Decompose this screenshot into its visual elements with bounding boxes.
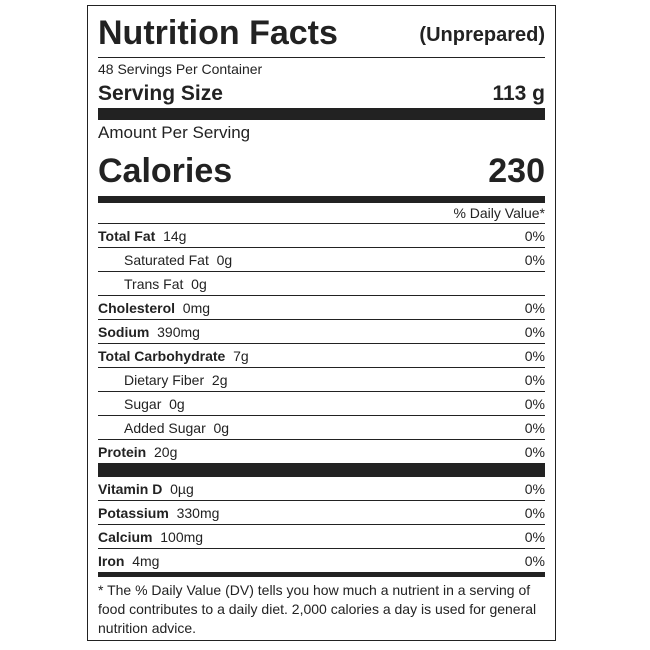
calories-row: Calories 230 xyxy=(98,146,545,196)
nutrient-row: Potassium 330mg 0% xyxy=(98,501,545,525)
subtitle: (Unprepared) xyxy=(419,24,545,46)
amount-label: Amount Per Serving xyxy=(98,123,251,142)
vitamins: Vitamin D 0µg 0% Potassium 330mg 0% Calcium … xyxy=(98,477,545,572)
nutrient-amount: 2g xyxy=(211,371,228,388)
nutrient-amount: 330mg xyxy=(176,504,220,521)
serving-size-row: Serving Size 113 g xyxy=(98,80,545,108)
dv-header-text: % Daily Value* xyxy=(453,205,545,221)
nutrient: Sodium 390mg xyxy=(98,324,200,340)
nutrient-amount: 0g xyxy=(213,419,230,436)
nutrients: Total Fat 14g 0% Saturated Fat 0g 0% Trans F… xyxy=(98,224,545,463)
daily-value: 0% xyxy=(524,552,545,569)
daily-value: 0% xyxy=(524,419,545,436)
calories-label: Calories xyxy=(98,151,233,190)
nutrient-row: Vitamin D 0µg 0% xyxy=(98,477,545,501)
nutrient-amount: 7g xyxy=(233,347,249,364)
nutrient-amount: 0g xyxy=(169,395,185,412)
daily-value: 0% xyxy=(524,299,545,316)
nutrient-amount: 20g xyxy=(154,443,178,460)
nutrient: Calcium 100mg xyxy=(98,529,203,545)
nutrient-name: Sugar xyxy=(124,395,162,412)
daily-value: 0% xyxy=(524,480,545,497)
serving-size-label: Serving Size xyxy=(98,82,223,105)
nutrient-row: Total Fat 14g 0% xyxy=(98,224,545,248)
nutrient-name: Added Sugar xyxy=(124,419,206,436)
nutrient-row: Calcium 100mg 0% xyxy=(98,525,545,549)
nutrient: Total Fat 14g xyxy=(98,228,186,244)
nutrient-name: Iron xyxy=(98,552,125,569)
nutrient-name: Cholesterol xyxy=(98,299,176,316)
nutrient-name: Dietary Fiber xyxy=(124,371,205,388)
nutrient-name: Sodium xyxy=(98,323,150,340)
title: Nutrition Facts xyxy=(98,14,338,52)
daily-value: 0% xyxy=(524,251,545,268)
nutrient-name: Saturated Fat xyxy=(124,251,209,268)
nutrient-row: Total Carbohydrate 7g 0% xyxy=(98,344,545,368)
nutrient-name: Trans Fat xyxy=(124,275,184,292)
nutrient-row: Sodium 390mg 0% xyxy=(98,320,545,344)
daily-value: 0% xyxy=(524,504,545,521)
nutrition-label: Nutrition Facts (Unprepared) 48 Servings… xyxy=(87,5,556,641)
serving-size-value: 113 g xyxy=(492,82,545,105)
nutrient-row: Sugar 0g 0% xyxy=(98,392,545,416)
dv-header: % Daily Value* xyxy=(98,203,545,224)
daily-value: 0% xyxy=(524,371,545,388)
nutrient: Protein 20g xyxy=(98,444,177,460)
nutrient-name: Protein xyxy=(98,443,147,460)
nutrient-name: Vitamin D xyxy=(98,480,163,497)
nutrient-row: Iron 4mg 0% xyxy=(98,549,545,572)
divider xyxy=(98,572,545,577)
amount-per-serving: Amount Per Serving xyxy=(98,120,545,146)
nutrient-row: Cholesterol 0mg 0% xyxy=(98,296,545,320)
nutrient-row: Added Sugar 0g 0% xyxy=(98,416,545,440)
divider xyxy=(98,463,545,477)
nutrient-amount: 0µg xyxy=(170,480,194,497)
nutrient: Potassium 330mg xyxy=(98,505,219,521)
nutrient: Added Sugar 0g xyxy=(124,420,229,436)
nutrient: Vitamin D 0µg xyxy=(98,481,194,497)
divider xyxy=(98,108,545,120)
nutrient-row: Saturated Fat 0g 0% xyxy=(98,248,545,272)
daily-value: 0% xyxy=(524,528,545,545)
nutrient: Saturated Fat 0g xyxy=(124,252,232,268)
nutrient-name: Potassium xyxy=(98,504,169,521)
daily-value: 0% xyxy=(524,227,545,244)
nutrient-amount: 4mg xyxy=(132,552,160,569)
nutrient-name: Total Carbohydrate xyxy=(98,347,226,364)
daily-value: 0% xyxy=(524,395,545,412)
calories-value: 230 xyxy=(488,151,545,190)
nutrient-row: Protein 20g 0% xyxy=(98,440,545,463)
nutrient-amount: 0g xyxy=(191,275,207,292)
nutrient-amount: 14g xyxy=(163,227,187,244)
nutrient-amount: 0g xyxy=(216,251,233,268)
nutrient-amount: 100mg xyxy=(160,528,204,545)
nutrient: Sugar 0g xyxy=(124,396,185,412)
nutrient: Cholesterol 0mg xyxy=(98,300,210,316)
daily-value: 0% xyxy=(524,347,545,364)
daily-value: 0% xyxy=(524,323,545,340)
nutrient-row: Dietary Fiber 2g 0% xyxy=(98,368,545,392)
nutrient: Trans Fat 0g xyxy=(124,276,207,292)
nutrient-amount: 390mg xyxy=(157,323,200,340)
footnote: * The % Daily Value (DV) tells you how m… xyxy=(98,582,537,636)
title-row: Nutrition Facts (Unprepared) xyxy=(98,6,545,58)
nutrient-name: Calcium xyxy=(98,528,153,545)
nutrient-name: Total Fat xyxy=(98,227,156,244)
nutrient: Iron 4mg xyxy=(98,553,159,569)
nutrient-row: Trans Fat 0g xyxy=(98,272,545,296)
daily-value: 0% xyxy=(524,443,545,460)
nutrient: Dietary Fiber 2g xyxy=(124,372,228,388)
divider xyxy=(98,196,545,203)
nutrient: Total Carbohydrate 7g xyxy=(98,348,249,364)
servings-per-container: 48 Servings Per Container xyxy=(98,61,263,77)
nutrient-amount: 0mg xyxy=(182,299,211,316)
